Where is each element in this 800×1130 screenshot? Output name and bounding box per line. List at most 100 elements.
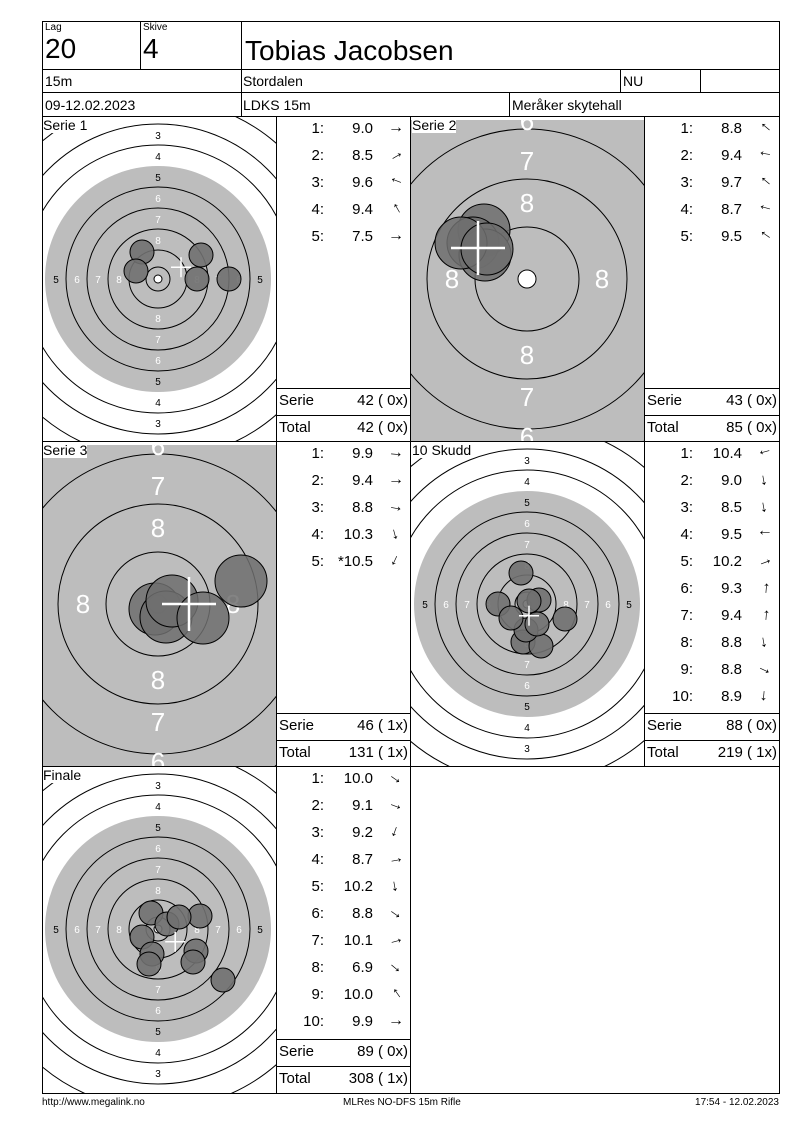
ring-label: 7 (95, 925, 101, 936)
ring-label: 3 (524, 744, 530, 755)
target-center (153, 274, 163, 284)
ring-label: 6 (520, 117, 534, 136)
ring-label: 8 (155, 314, 161, 325)
shot-hole (166, 904, 192, 930)
target-ring (43, 773, 276, 1085)
shot-row: 1: 9.9 → (277, 443, 410, 467)
ring-label: 6 (74, 275, 80, 286)
shot-value: 8.8 (721, 634, 742, 651)
direction-arrow-icon: → (385, 929, 406, 950)
ring-label: 6 (155, 194, 161, 205)
direction-arrow-icon: → (755, 443, 776, 464)
direction-arrow-icon: → (384, 901, 408, 925)
direction-arrow-icon: → (386, 523, 407, 544)
serie-value: 46 ( 1x) (357, 717, 408, 734)
direction-arrow-icon: → (388, 227, 404, 244)
shot-number: 6: (680, 580, 693, 597)
footer-url[interactable]: http://www.megalink.no (42, 1097, 145, 1108)
ring-label: 5 (155, 823, 161, 834)
direction-arrow-icon: → (754, 657, 777, 680)
shot-row: 1: 8.8 → (645, 117, 779, 142)
panel-title: Finale (43, 767, 82, 783)
shot-number: 5: (680, 553, 693, 570)
shot-row: 3: 9.2 → (277, 821, 410, 846)
direction-arrow-icon: → (755, 632, 776, 652)
shot-row: 4: 9.4 → (277, 198, 410, 223)
direction-arrow-icon: → (386, 496, 406, 517)
ring-label: 3 (155, 1069, 161, 1080)
direction-arrow-icon: → (384, 954, 408, 979)
shot-row: 3: 9.6 → (277, 172, 410, 196)
skive-value: 4 (143, 33, 159, 64)
direction-arrow-icon: → (753, 170, 777, 195)
direction-arrow-icon: → (384, 198, 407, 221)
shot-row: 6: 9.3 → (645, 579, 779, 602)
total-value: 308 ( 1x) (348, 1070, 408, 1087)
shot-hole (552, 606, 578, 632)
target-10-skudd: 33445566778856788765 (411, 442, 644, 766)
target-ring (411, 128, 644, 430)
shot-hole (123, 258, 149, 284)
shot-number: 1: (311, 770, 324, 787)
target-serie-2: 6 7 8 8 7 6 8 8 (411, 117, 644, 441)
date: 09-12.02.2023 (45, 97, 136, 113)
footer-timestamp: 17:54 - 12.02.2023 (695, 1097, 779, 1108)
shot-value: 9.1 (352, 797, 373, 814)
ring-label: 3 (155, 781, 161, 792)
shot-value: 9.5 (721, 526, 742, 543)
ring-label: 8 (563, 600, 569, 611)
ring-label: 6 (520, 422, 534, 441)
shot-number: 3: (680, 174, 693, 191)
shot-row: 9: 10.0 → (277, 983, 410, 1008)
direction-arrow-icon: → (755, 606, 774, 624)
ring-label: 4 (155, 398, 161, 409)
shot-number: 10: (672, 688, 693, 705)
shot-value: 9.2 (352, 824, 373, 841)
ring-label: 3 (155, 419, 161, 430)
direction-arrow-icon: → (384, 143, 407, 166)
ring-label: 6 (443, 600, 449, 611)
ring-label: 8 (151, 513, 165, 543)
ring-label: 7 (151, 471, 165, 501)
shot-hole (180, 949, 206, 975)
ring-label: 7 (215, 925, 221, 936)
shot-number: 4: (680, 201, 693, 218)
shot-value: 9.0 (721, 472, 742, 489)
shot-row: 1: 10.0 → (277, 766, 410, 792)
shot-value: 9.6 (352, 174, 373, 191)
direction-arrow-icon: → (387, 443, 405, 462)
target-ring (455, 532, 599, 676)
shot-number: 2: (680, 147, 693, 164)
direction-arrow-icon: → (755, 579, 774, 597)
direction-arrow-icon: → (386, 848, 406, 869)
shot-value: 9.4 (352, 201, 373, 218)
direction-arrow-icon: → (386, 876, 407, 896)
shot-hole (214, 554, 268, 608)
ring-label: 8 (445, 264, 459, 294)
shot-number: 5: (311, 878, 324, 895)
shot-row: 9: 8.8 → (645, 657, 779, 683)
shot-hole (136, 951, 162, 977)
shot-hole (524, 611, 550, 637)
ring-label: 4 (155, 152, 161, 163)
shot-hole (187, 903, 213, 929)
shot-row: 2: 8.5 → (277, 143, 410, 169)
shot-value: 10.4 (712, 445, 742, 462)
distance: 15m (45, 73, 73, 89)
shot-value: 8.8 (352, 905, 373, 922)
shot-row: 5: 10.2 → (277, 876, 410, 900)
ring-label: 7 (155, 335, 161, 346)
ring-label: 4 (155, 802, 161, 813)
direction-arrow-icon: → (384, 766, 408, 790)
serie-value: 88 ( 0x) (726, 717, 777, 734)
shot-number: 4: (311, 201, 324, 218)
shot-number: 2: (311, 797, 324, 814)
shot-value: 8.8 (721, 120, 742, 137)
club: Stordalen (243, 73, 303, 89)
shot-number: 3: (311, 174, 324, 191)
direction-arrow-icon: → (753, 116, 777, 141)
direction-arrow-icon: → (385, 821, 408, 843)
target-ring (426, 178, 628, 380)
ring-label: 8 (151, 665, 165, 695)
ring-label: 5 (257, 925, 263, 936)
